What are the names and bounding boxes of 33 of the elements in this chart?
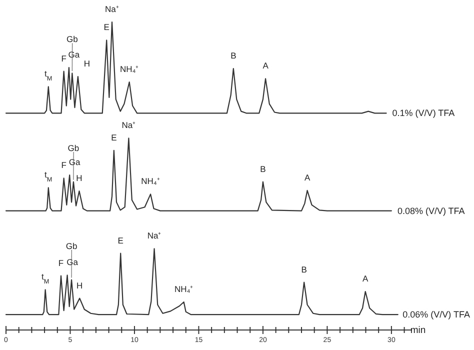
annotation: A xyxy=(362,274,369,284)
annotation: Na⁺ xyxy=(147,230,162,241)
annotation: Gb xyxy=(68,142,80,153)
annotation: t$_{M}$ xyxy=(44,68,52,82)
annotation: Gb xyxy=(66,34,78,44)
series-label: 0.1% (V/V) TFA xyxy=(392,108,455,118)
series-label: 0.08% (V/V) TFA xyxy=(397,206,465,216)
annotation: Na⁺ xyxy=(122,120,136,130)
annotation: NH₄⁺ xyxy=(120,64,139,74)
annotation: H xyxy=(76,280,83,290)
annotation: B xyxy=(260,164,266,174)
annotation: E xyxy=(104,22,110,32)
annotation: NH₄⁺ xyxy=(174,284,194,294)
annotation: B xyxy=(230,50,237,61)
annotation: Gb xyxy=(66,240,78,251)
annotation: A xyxy=(262,60,269,71)
annotation: B xyxy=(301,264,308,274)
annotation: E xyxy=(118,235,124,246)
annotation: H xyxy=(84,58,90,69)
annotation: t$_{M}$ xyxy=(41,272,50,286)
annotation: NH₄⁺ xyxy=(141,176,160,186)
annotation: A xyxy=(304,172,310,182)
annotation: F xyxy=(61,160,66,170)
annotation: t$_{M}$ xyxy=(44,170,52,184)
annotation: F xyxy=(61,53,66,64)
annotation: Na⁺ xyxy=(105,4,119,14)
x-axis-title: min xyxy=(410,325,426,336)
annotation: H xyxy=(76,173,82,184)
annotation: Ga xyxy=(68,157,81,168)
series-label: 0.06% (V/V) TFA xyxy=(402,310,470,320)
annotation: E xyxy=(111,132,118,142)
annotation: F xyxy=(58,258,64,268)
annotation: Ga xyxy=(66,257,78,268)
